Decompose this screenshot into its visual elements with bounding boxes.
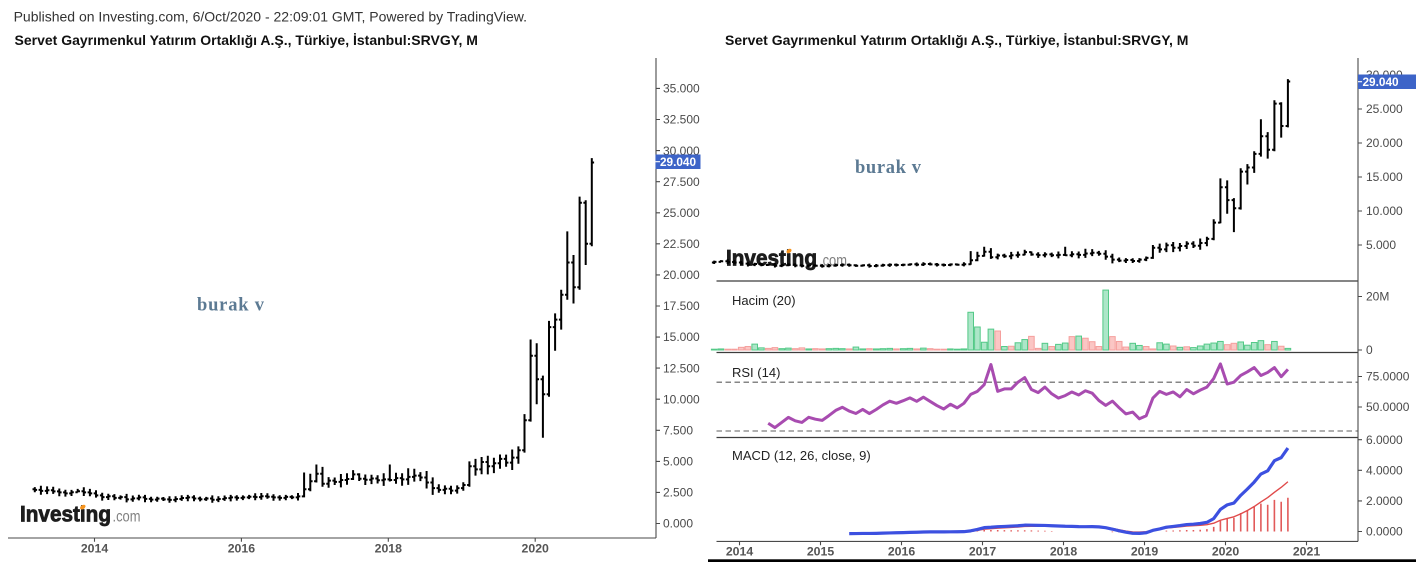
svg-text:25.000: 25.000 [663,206,700,220]
svg-text:burak v: burak v [197,296,265,316]
svg-text:0.0000: 0.0000 [1366,525,1403,539]
svg-text:17.500: 17.500 [663,299,700,313]
svg-text:12.500: 12.500 [663,361,700,375]
svg-text:Hacim (20): Hacim (20) [732,293,796,308]
svg-text:2016: 2016 [888,545,916,559]
svg-text:5.000: 5.000 [1366,238,1396,252]
svg-text:Servet Gayrımenkul Yatırım Ort: Servet Gayrımenkul Yatırım Ortaklığı A.Ş… [725,32,1188,48]
svg-text:2019: 2019 [1131,545,1159,559]
svg-text:29.040: 29.040 [660,155,697,169]
svg-text:2016: 2016 [228,542,256,556]
svg-text:0.000: 0.000 [663,517,693,531]
svg-text:32.500: 32.500 [663,113,700,127]
svg-text:.com: .com [113,509,141,526]
svg-text:2020: 2020 [1212,545,1240,559]
svg-text:4.0000: 4.0000 [1366,464,1403,478]
svg-text:2014: 2014 [726,545,754,559]
svg-text:25.000: 25.000 [1366,102,1403,116]
svg-text:20.000: 20.000 [663,268,700,282]
svg-text:2021: 2021 [1293,545,1321,559]
svg-text:2014: 2014 [81,542,109,556]
svg-text:15.000: 15.000 [1366,170,1403,184]
svg-text:MACD (12, 26, close, 9): MACD (12, 26, close, 9) [732,448,871,463]
svg-text:2018: 2018 [1050,545,1078,559]
svg-text:Servet Gayrımenkul Yatırım Ort: Servet Gayrımenkul Yatırım Ortaklığı A.Ş… [15,32,478,48]
svg-text:30.000: 30.000 [663,144,700,158]
svg-text:50.0000: 50.0000 [1366,400,1410,414]
svg-text:7.500: 7.500 [663,424,693,438]
svg-text:Investing: Investing [20,502,111,527]
svg-text:27.500: 27.500 [663,175,700,189]
svg-text:2017: 2017 [969,545,997,559]
svg-text:0: 0 [1366,343,1373,357]
svg-text:2020: 2020 [522,542,550,556]
svg-text:22.500: 22.500 [663,237,700,251]
svg-text:35.000: 35.000 [663,82,700,96]
svg-text:15.000: 15.000 [663,330,700,344]
svg-text:RSI (14): RSI (14) [732,365,780,380]
svg-text:2.0000: 2.0000 [1366,494,1403,508]
svg-text:10.000: 10.000 [663,392,700,406]
svg-text:2.500: 2.500 [663,486,693,500]
svg-text:20.000: 20.000 [1366,136,1403,150]
svg-text:burak v: burak v [855,158,922,178]
svg-text:2015: 2015 [807,545,835,559]
svg-text:29.040: 29.040 [1363,75,1400,89]
svg-text:5.000: 5.000 [663,455,693,469]
svg-text:2018: 2018 [375,542,403,556]
svg-text:Published on Investing.com, 6/: Published on Investing.com, 6/Oct/2020 -… [14,9,527,25]
svg-text:.com: .com [819,252,847,269]
svg-text:6.0000: 6.0000 [1366,433,1403,447]
svg-text:20M: 20M [1366,290,1389,304]
svg-text:75.0000: 75.0000 [1366,370,1410,384]
svg-text:10.000: 10.000 [1366,204,1403,218]
